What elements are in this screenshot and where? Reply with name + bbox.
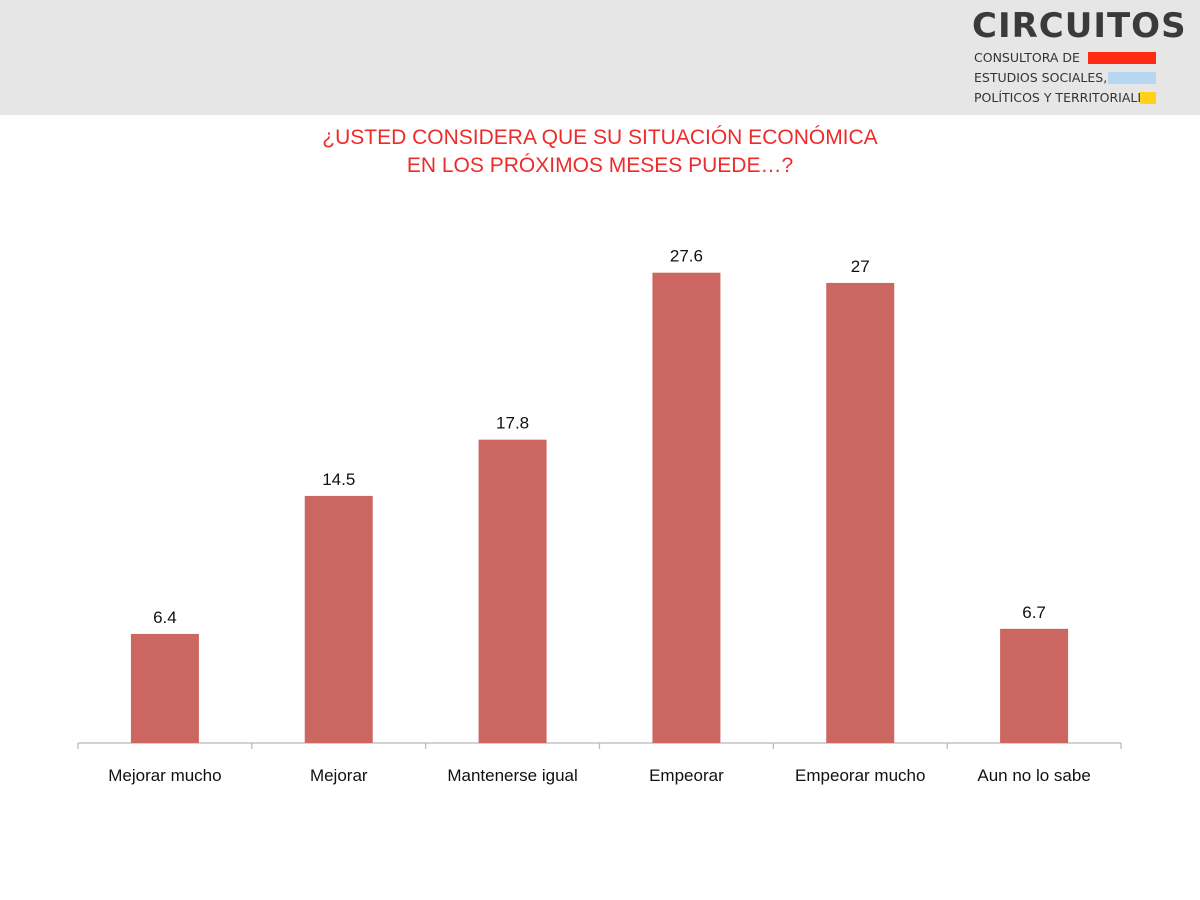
x-tick-label: Aun no lo sabe (977, 766, 1090, 785)
x-tick-label: Empeorar mucho (795, 766, 925, 785)
bar (1000, 628, 1069, 743)
bar (130, 633, 199, 743)
bar (478, 439, 547, 743)
bar (304, 495, 373, 743)
chart-title-line-1: ¿USTED CONSIDERA QUE SU SITUACIÓN ECONÓM… (322, 126, 878, 149)
bar (652, 272, 721, 743)
logo-line-2: ESTUDIOS SOCIALES, (974, 70, 1108, 85)
header-band: CIRCUITOS CONSULTORA DE ESTUDIOS SOCIALE… (0, 0, 1200, 115)
chart-title: ¿USTED CONSIDERA QUE SU SITUACIÓN ECONÓM… (0, 124, 1200, 180)
data-label: 14.5 (322, 470, 355, 489)
data-label: 17.8 (496, 414, 529, 433)
x-tick-label: Mantenerse igual (447, 766, 577, 785)
logo-blue-bar (1108, 72, 1156, 84)
logo-title: CIRCUITOS (972, 6, 1187, 46)
circuitos-logo: CIRCUITOS CONSULTORA DE ESTUDIOS SOCIALE… (972, 6, 1186, 110)
data-label: 6.7 (1022, 603, 1046, 622)
x-tick-label: Mejorar mucho (108, 766, 221, 785)
x-tick-label: Empeorar (649, 766, 724, 785)
bar (826, 282, 895, 743)
chart-title-line-2: EN LOS PRÓXIMOS MESES PUEDE…? (406, 154, 794, 177)
data-label: 27 (851, 257, 870, 276)
logo-line-1: CONSULTORA DE (974, 50, 1080, 65)
data-label: 6.4 (153, 608, 177, 627)
logo-line-3: POLÍTICOS Y TERRITORIALES (974, 90, 1154, 105)
x-tick-label: Mejorar (310, 766, 368, 785)
data-label: 27.6 (670, 247, 703, 266)
logo-yellow-bar (1140, 92, 1156, 104)
logo-red-bar (1088, 52, 1156, 64)
